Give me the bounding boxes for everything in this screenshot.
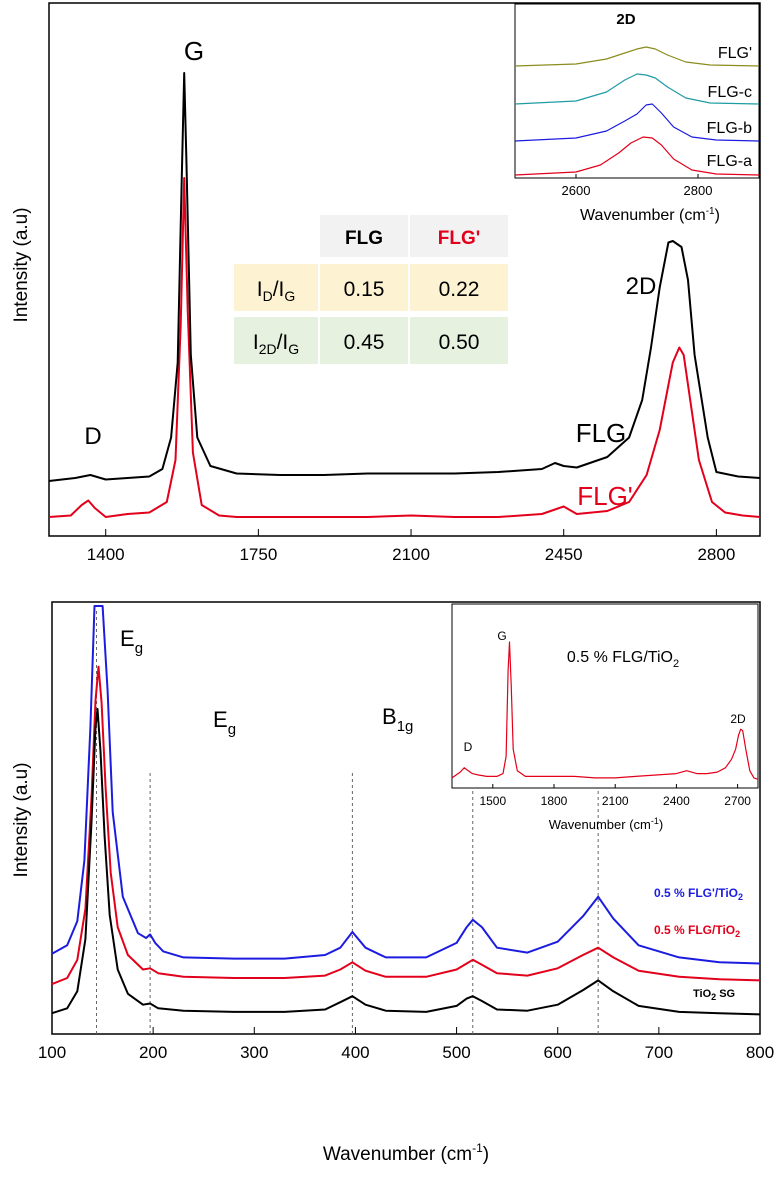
bottom-series-line-0 <box>51 605 761 965</box>
bottom-x-tick-label-600: 600 <box>544 1043 572 1062</box>
bottom-reference-lines <box>96 610 599 1034</box>
inset-2d-series-line-flg-a-3 <box>514 136 760 176</box>
peak-label-D: D <box>84 423 101 450</box>
inset-flg-tio2-x-tick-label-2700: 2700 <box>724 794 751 808</box>
bottom-x-tick-label-300: 300 <box>240 1043 268 1062</box>
bottom-peak-label-2: B1g <box>382 704 413 735</box>
table-row1-cell1 <box>320 264 408 311</box>
inset-flg-tio2-x-axis-title: Wavenumber (cm-1) <box>549 816 663 832</box>
table-row1-cell2 <box>410 264 508 311</box>
table-row2-label: I2D/IG <box>253 331 299 357</box>
inset-2d-frame <box>514 3 760 179</box>
bottom-x-ticks: 100 200 300 400 500 600 700 800 <box>38 1027 774 1062</box>
inset-2d-series-line-flg-b-2 <box>514 103 760 142</box>
inset-flg-tio2-title: 0.5 % FLG/TiO2 <box>567 649 679 670</box>
bottom-series-label-0: 0.5 % FLG'/TiO2 <box>654 886 743 902</box>
bottom-peak-label-1: Eg <box>213 707 236 738</box>
series-line-flg-flgp <box>48 177 761 518</box>
inset-flg-tio2-frame <box>451 603 759 789</box>
table-row1-value2: 0.22 <box>439 278 480 301</box>
top-x-ticks: 1400 1750 2100 2450 2800 <box>87 529 735 564</box>
peak-label-G: G <box>184 36 204 66</box>
top-x-tick-label-2450: 2450 <box>545 545 583 564</box>
series-label-flgp: FLG' <box>577 481 633 511</box>
inset-2d-series-group <box>514 46 760 176</box>
inset-2d-series-labels: FLG' FLG-c FLG-b FLG-a <box>707 45 752 170</box>
inset-2d-series-label-0: FLG' <box>718 45 752 62</box>
top-x-tick-label-2100: 2100 <box>392 545 430 564</box>
top-y-axis-title: Intensity (a.u) <box>11 207 32 322</box>
inset-2d-title: 2D <box>616 11 635 28</box>
bottom-series-label-1: 0.5 % FLG/TiO2 <box>654 923 740 939</box>
bottom-x-axis-title: Wavenumber (cm-1) <box>323 1141 489 1165</box>
bottom-x-tick-label-700: 700 <box>645 1043 673 1062</box>
inset-2d-x-tick-label-2600: 2600 <box>562 183 591 198</box>
inset-peak-label-G: G <box>497 629 506 643</box>
inset-2d-x-ticks: 2600 2800 <box>562 174 713 198</box>
table-row1-label-cell <box>234 264 318 311</box>
ratio-table: FLG FLG' ID/IG 0.15 0.22 I2D/IG 0.45 0.5… <box>234 215 508 364</box>
bottom-x-tick-label-100: 100 <box>38 1043 66 1062</box>
bottom-series-labels: 0.5 % FLG'/TiO2 0.5 % FLG/TiO2 TiO2 SG <box>654 886 743 1002</box>
inset-2d-series-label-1: FLG-c <box>708 84 752 101</box>
bottom-x-tick-label-400: 400 <box>341 1043 369 1062</box>
inset-flg-tio2-x-tick-label-2100: 2100 <box>602 794 629 808</box>
inset-2d-x-axis-title: Wavenumber (cm-1) <box>580 206 720 224</box>
top-plot-frame <box>48 2 761 537</box>
bottom-peak-label-0: Eg <box>120 626 143 657</box>
bottom-x-tick-label-200: 200 <box>139 1043 167 1062</box>
inset-flg-tio2-x-tick-label-2400: 2400 <box>663 794 690 808</box>
bottom-x-tick-label-500: 500 <box>442 1043 470 1062</box>
table-row2-cell2 <box>410 317 508 364</box>
inset-peak-label-D: D <box>464 740 473 754</box>
top-series-group <box>48 72 761 518</box>
bottom-x-tick-label-800: 800 <box>746 1043 774 1062</box>
series-label-flg: FLG <box>576 418 627 448</box>
bottom-series-line-2 <box>51 708 761 1016</box>
table-header-flgp: FLG' <box>438 228 481 249</box>
table-row1-value1: 0.15 <box>344 278 385 301</box>
table-header-cell-flgp <box>410 215 508 257</box>
bottom-series-label-2: TiO2 SG <box>693 988 735 1002</box>
top-x-tick-label-1750: 1750 <box>239 545 277 564</box>
inset-2d-series-label-2: FLG-b <box>707 120 752 137</box>
inset-2d-x-tick-label-2800: 2800 <box>684 183 713 198</box>
bottom-series-group <box>51 605 761 1016</box>
inset-2d-series-label-3: FLG-a <box>707 153 752 170</box>
table-row1-label: ID/IG <box>257 278 296 304</box>
inset-2d-series-line-flg-c-1 <box>514 73 760 105</box>
top-x-tick-label-1400: 1400 <box>87 545 125 564</box>
peak-label-2D: 2D <box>626 273 657 300</box>
inset-flg-tio2-x-tick-label-1500: 1500 <box>479 794 506 808</box>
table-row2-value2: 0.50 <box>439 331 480 354</box>
inset-flg-tio2-panel: 0.5 % FLG/TiO2 1500 1800 2100 2400 2700 G D … <box>451 603 759 832</box>
top-x-tick-label-2800: 2800 <box>697 545 735 564</box>
table-header-flg: FLG <box>345 228 383 249</box>
table-row2-label-cell <box>234 317 318 364</box>
series-line-flg <box>48 72 761 482</box>
bottom-series-line-1 <box>51 665 761 986</box>
bottom-plot-frame <box>51 601 761 1035</box>
table-row2-cell1 <box>320 317 408 364</box>
table-row2-value1: 0.45 <box>344 331 385 354</box>
inset-flg-tio2-series-group <box>451 641 759 780</box>
bottom-y-axis-title: Intensity (a.u) <box>11 762 32 877</box>
inset-2d-series-line-flg-0 <box>514 46 760 67</box>
inset-2d-panel: 2D FLG' FLG-c FLG-b FLG-a 2600 2800 Wavenumb… <box>514 3 760 224</box>
inset-flg-tio2-x-ticks: 1500 1800 2100 2400 2700 <box>479 784 751 808</box>
inset-flg-tio2-series-line <box>451 641 759 780</box>
top-panel: 1400 1750 2100 2450 2800 Intensity (a.u) G D… <box>11 2 761 564</box>
inset-peak-label-2D: 2D <box>730 712 746 726</box>
table-header-cell-flg <box>320 215 408 257</box>
inset-flg-tio2-x-tick-label-1800: 1800 <box>541 794 568 808</box>
